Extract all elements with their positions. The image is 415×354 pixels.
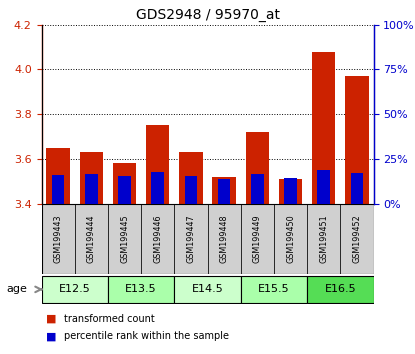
Bar	[345, 76, 369, 204]
Bar	[279, 179, 302, 204]
Bar	[251, 174, 264, 204]
Bar	[351, 173, 363, 204]
Text: GSM199445: GSM199445	[120, 215, 129, 263]
Bar	[218, 178, 230, 204]
Bar	[212, 177, 236, 204]
Bar	[317, 171, 330, 204]
Bar	[85, 174, 98, 204]
Bar	[340, 204, 374, 274]
Bar	[246, 132, 269, 204]
Text: ■: ■	[46, 314, 56, 324]
Bar	[108, 276, 174, 303]
Bar	[174, 204, 208, 274]
Title: GDS2948 / 95970_at: GDS2948 / 95970_at	[136, 8, 279, 22]
Bar	[80, 152, 103, 204]
Bar	[113, 163, 136, 204]
Bar	[108, 204, 141, 274]
Text: transformed count: transformed count	[64, 314, 155, 324]
Bar	[284, 178, 297, 204]
Text: E14.5: E14.5	[192, 284, 223, 295]
Text: E12.5: E12.5	[59, 284, 90, 295]
Bar	[307, 204, 340, 274]
Text: ■: ■	[46, 331, 56, 341]
Bar	[208, 204, 241, 274]
Text: percentile rank within the sample: percentile rank within the sample	[64, 331, 229, 341]
Bar	[185, 176, 197, 204]
Bar	[241, 276, 307, 303]
Text: E13.5: E13.5	[125, 284, 157, 295]
Bar	[75, 204, 108, 274]
Bar	[179, 152, 203, 204]
Bar	[274, 204, 307, 274]
Text: GSM199444: GSM199444	[87, 215, 96, 263]
Bar	[46, 148, 70, 204]
Bar	[118, 176, 131, 204]
Text: GSM199450: GSM199450	[286, 215, 295, 263]
Text: GSM199443: GSM199443	[54, 215, 63, 263]
Bar	[174, 276, 241, 303]
Text: age: age	[6, 284, 27, 295]
Text: GSM199447: GSM199447	[186, 215, 195, 263]
Text: GSM199449: GSM199449	[253, 215, 262, 263]
Bar	[42, 204, 75, 274]
Text: E16.5: E16.5	[325, 284, 356, 295]
Bar	[141, 204, 174, 274]
Bar	[312, 52, 335, 204]
Text: GSM199446: GSM199446	[153, 215, 162, 263]
Text: GSM199451: GSM199451	[319, 215, 328, 263]
Bar	[307, 276, 374, 303]
Bar	[241, 204, 274, 274]
Bar	[42, 276, 108, 303]
Text: GSM199452: GSM199452	[352, 215, 361, 263]
Bar	[151, 172, 164, 204]
Bar	[52, 175, 64, 204]
Bar	[146, 125, 169, 204]
Text: E15.5: E15.5	[258, 284, 290, 295]
Text: GSM199448: GSM199448	[220, 215, 229, 263]
